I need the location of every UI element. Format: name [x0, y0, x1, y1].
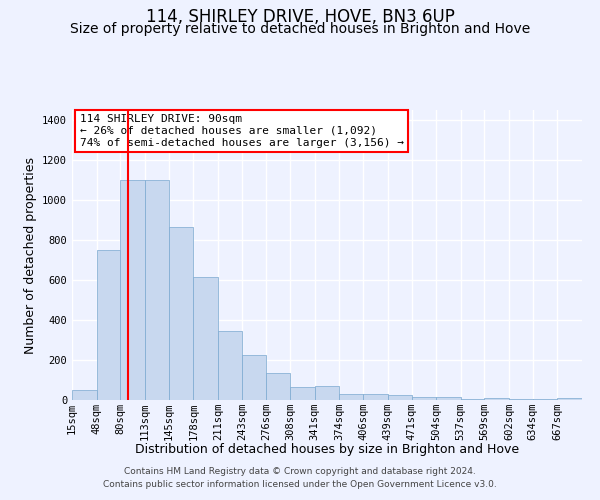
Bar [436, 397, 461, 400]
Bar [484, 398, 509, 400]
Bar [412, 397, 436, 400]
Text: 114, SHIRLEY DRIVE, HOVE, BN3 6UP: 114, SHIRLEY DRIVE, HOVE, BN3 6UP [146, 8, 454, 26]
Bar [557, 398, 582, 400]
Bar [388, 395, 412, 400]
Bar [266, 373, 290, 400]
Bar [169, 227, 193, 400]
Text: 114 SHIRLEY DRIVE: 90sqm
← 26% of detached houses are smaller (1,092)
74% of sem: 114 SHIRLEY DRIVE: 90sqm ← 26% of detach… [80, 114, 404, 148]
Text: Contains HM Land Registry data © Crown copyright and database right 2024.: Contains HM Land Registry data © Crown c… [124, 467, 476, 476]
Text: Size of property relative to detached houses in Brighton and Hove: Size of property relative to detached ho… [70, 22, 530, 36]
Bar [461, 399, 484, 400]
Bar [339, 394, 363, 400]
Bar [193, 277, 218, 400]
Bar [533, 399, 557, 400]
Text: Contains public sector information licensed under the Open Government Licence v3: Contains public sector information licen… [103, 480, 497, 489]
Text: Distribution of detached houses by size in Brighton and Hove: Distribution of detached houses by size … [135, 442, 519, 456]
Bar [290, 387, 315, 400]
Bar [218, 331, 242, 400]
Bar [97, 250, 121, 400]
Bar [509, 399, 533, 400]
Bar [363, 394, 388, 400]
Bar [242, 355, 266, 400]
Bar [315, 386, 339, 400]
Bar [72, 390, 97, 400]
Y-axis label: Number of detached properties: Number of detached properties [23, 156, 37, 354]
Bar [145, 180, 169, 400]
Bar [121, 180, 145, 400]
